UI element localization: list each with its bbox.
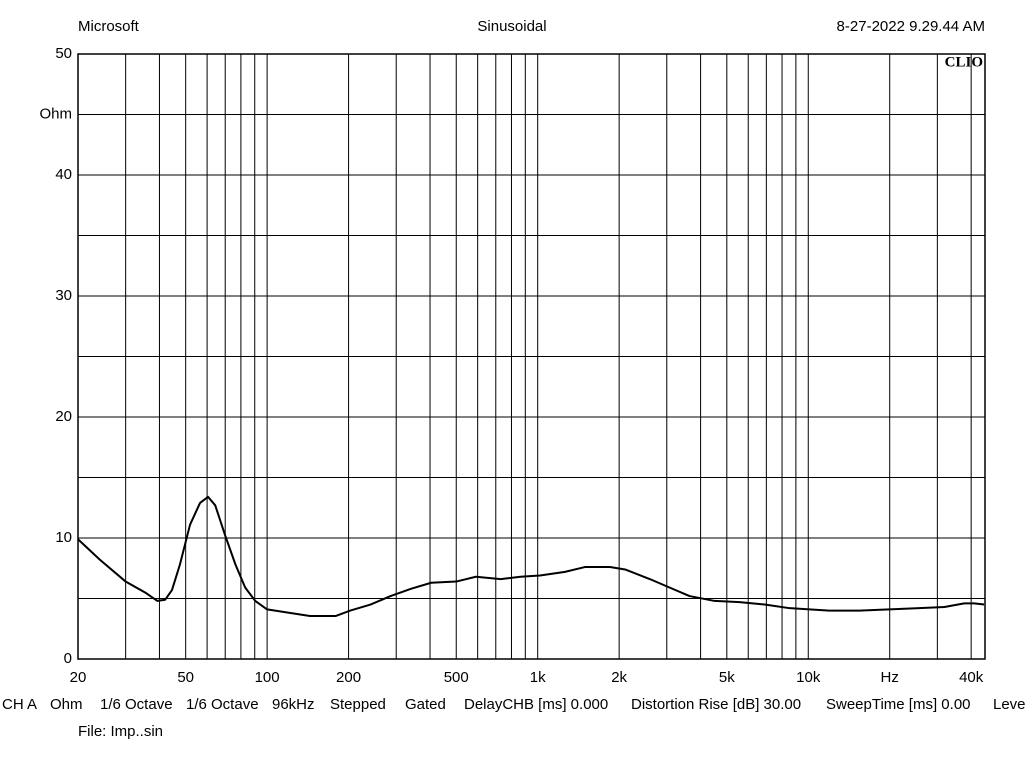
setting: Leve [993, 696, 1025, 713]
y-tick-label: 50 [55, 45, 72, 62]
plot-border [77, 53, 986, 660]
setting: 1/6 Octave [186, 696, 259, 713]
x-tick-label: Hz [881, 669, 899, 686]
setting: DelayCHB [ms] 0.000 [464, 696, 608, 713]
x-tick-label: 1k [530, 669, 546, 686]
header-left: Microsoft [78, 18, 140, 35]
header-right: 8-27-2022 9.29.44 AM [837, 18, 985, 35]
file-name: File: Imp..sin [78, 723, 163, 740]
x-tick-label: 10k [796, 669, 821, 686]
settings-row: CH A Ohm 1/6 Octave 1/6 Octave 96kHz Ste… [2, 696, 1025, 713]
x-tick-label: 100 [255, 669, 280, 686]
y-tick-label: 40 [55, 166, 72, 183]
setting: Stepped [330, 696, 386, 713]
x-tick-label: 2k [611, 669, 627, 686]
x-tick-label: 50 [177, 669, 194, 686]
data-line [77, 495, 985, 618]
y-tick-label: 30 [55, 287, 72, 304]
setting: SweepTime [ms] 0.00 [826, 696, 971, 713]
setting: 1/6 Octave [100, 696, 173, 713]
setting: Distortion Rise [dB] 30.00 [631, 696, 801, 713]
y-tick-label: 10 [55, 529, 72, 546]
x-tick-label: 200 [336, 669, 361, 686]
x-tick-label: 5k [719, 669, 735, 686]
x-tick-label: 500 [444, 669, 469, 686]
setting: Gated [405, 696, 446, 713]
x-tick-label: 40k [959, 669, 984, 686]
x-tick-label: 20 [70, 669, 87, 686]
y-tick-label: 0 [64, 650, 72, 667]
setting: Ohm [50, 696, 83, 713]
y-tick-label: Ohm [39, 105, 72, 122]
logo: CLIO [945, 54, 983, 70]
y-tick-label: 20 [55, 408, 72, 425]
header-center: Sinusoidal [477, 18, 546, 35]
setting: 96kHz [272, 696, 315, 713]
setting: CH A [2, 696, 37, 713]
